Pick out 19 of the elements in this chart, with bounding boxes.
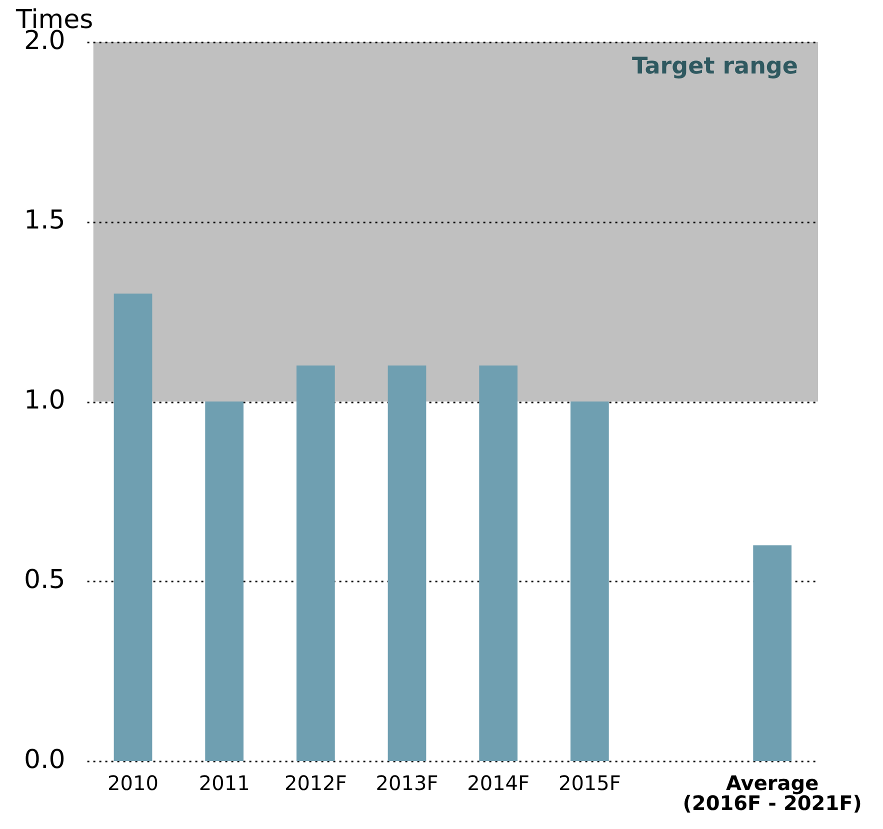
x-tick-label: 2014F (467, 771, 530, 796)
x-tick-label: Average (2016F - 2021F) (682, 771, 862, 816)
y-tick-label: 1.0 (24, 385, 66, 416)
bar (753, 545, 792, 761)
y-tick-label: 0.0 (24, 744, 66, 775)
bar (570, 402, 609, 761)
bar (296, 366, 335, 761)
x-tick-label: 2013F (376, 771, 438, 796)
bar (114, 294, 152, 761)
bar (205, 402, 244, 761)
x-tick-label: 2015F (558, 771, 621, 796)
bar (388, 366, 426, 761)
x-tick-label: 2012F (284, 771, 347, 796)
x-tick-label: 2010 (108, 771, 158, 796)
band-label: Target range (632, 53, 798, 80)
y-tick-label: 0.5 (24, 565, 66, 595)
y-tick-label: 1.5 (24, 206, 66, 236)
bar (479, 366, 518, 761)
x-tick-label: 2011 (198, 771, 250, 796)
